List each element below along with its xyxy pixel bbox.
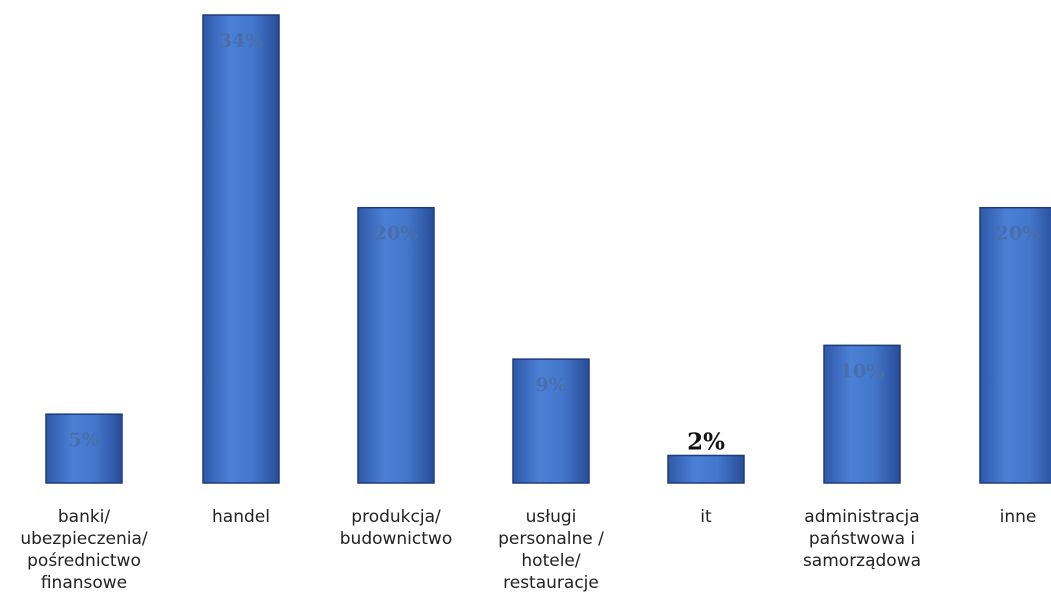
category-labels-group: banki/ubezpieczenia/pośrednictwofinansow… (20, 507, 1036, 593)
category-label-5-line-2: samorządowa (803, 551, 921, 571)
bar-6 (979, 206, 1051, 484)
bar-0 (45, 413, 123, 484)
category-label-3-line-2: hotele/ (521, 551, 580, 571)
category-label-0-line-2: pośrednictwo (27, 551, 141, 571)
category-label-3-line-3: restauracje (503, 573, 599, 593)
category-label-2-line-1: budownictwo (340, 529, 452, 549)
category-label-3-line-1: personalne / (498, 529, 604, 549)
data-label-2: 20% (374, 223, 419, 245)
bar-4 (667, 454, 745, 484)
bar-2 (357, 206, 435, 484)
data-label-6: 20% (996, 223, 1041, 245)
category-label-0-line-1: ubezpieczenia/ (20, 529, 148, 549)
data-label-1: 34% (219, 30, 264, 52)
bar-5 (823, 344, 901, 484)
bar-3 (512, 358, 590, 484)
data-label-5: 10% (840, 360, 885, 382)
category-label-5-line-1: państwowa i (809, 529, 915, 549)
category-label-5-line-0: administracja (804, 507, 919, 527)
category-label-0-line-3: finansowe (41, 573, 127, 593)
category-label-3-line-0: usługi (526, 507, 577, 527)
category-label-0-line-0: banki/ (58, 507, 111, 527)
data-label-3: 9% (535, 374, 566, 396)
bars-group (45, 14, 1051, 484)
data-label-0: 5% (68, 429, 99, 451)
data-labels-group: 5% 34% 20% 9% 2% 10% 20% (68, 30, 1040, 455)
bar-1 (202, 14, 280, 484)
category-label-1-line-0: handel (212, 507, 270, 527)
data-label-4: 2% (687, 428, 725, 455)
category-label-4-line-0: it (700, 507, 712, 527)
category-label-2-line-0: produkcja/ (351, 507, 441, 527)
category-label-6-line-0: inne (1000, 507, 1037, 527)
